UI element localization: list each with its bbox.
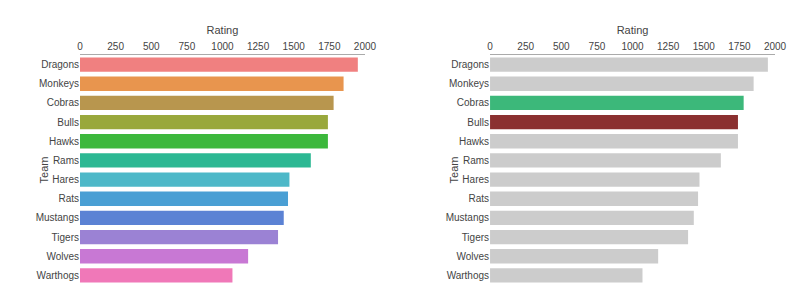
svg-text:Dragons: Dragons [451, 59, 489, 70]
svg-text:Monkeys: Monkeys [39, 78, 79, 89]
svg-text:Warthogs: Warthogs [37, 270, 79, 281]
svg-text:1250: 1250 [247, 41, 270, 52]
svg-text:Wolves: Wolves [456, 251, 489, 262]
svg-text:Rams: Rams [463, 155, 489, 166]
svg-text:1250: 1250 [657, 41, 680, 52]
svg-text:Wolves: Wolves [46, 251, 79, 262]
svg-text:1500: 1500 [283, 41, 306, 52]
svg-text:Hares: Hares [462, 174, 489, 185]
svg-text:250: 250 [107, 41, 124, 52]
svg-text:0: 0 [77, 41, 83, 52]
svg-text:0: 0 [487, 41, 493, 52]
svg-text:1750: 1750 [728, 41, 751, 52]
svg-text:Cobras: Cobras [47, 97, 79, 108]
svg-text:Hawks: Hawks [459, 136, 489, 147]
svg-text:Cobras: Cobras [457, 97, 489, 108]
svg-text:1500: 1500 [693, 41, 716, 52]
svg-text:Rating: Rating [207, 24, 239, 36]
svg-text:Team: Team [38, 157, 50, 184]
svg-text:Monkeys: Monkeys [449, 78, 489, 89]
svg-text:Mustangs: Mustangs [446, 212, 489, 223]
svg-text:1000: 1000 [621, 41, 644, 52]
svg-text:Rams: Rams [53, 155, 79, 166]
svg-text:Rats: Rats [58, 193, 79, 204]
svg-text:500: 500 [143, 41, 160, 52]
svg-text:2000: 2000 [764, 41, 787, 52]
svg-text:Rating: Rating [617, 24, 649, 36]
svg-text:250: 250 [517, 41, 534, 52]
svg-text:Bulls: Bulls [57, 117, 79, 128]
svg-text:2000: 2000 [354, 41, 377, 52]
svg-text:Mustangs: Mustangs [36, 212, 79, 223]
svg-text:Team: Team [448, 157, 460, 184]
svg-text:1000: 1000 [211, 41, 234, 52]
svg-text:Tigers: Tigers [52, 232, 79, 243]
svg-text:Dragons: Dragons [41, 59, 79, 70]
svg-text:Rats: Rats [468, 193, 489, 204]
svg-text:1750: 1750 [318, 41, 341, 52]
svg-text:Bulls: Bulls [467, 117, 489, 128]
svg-text:750: 750 [589, 41, 606, 52]
svg-text:Hawks: Hawks [49, 136, 79, 147]
svg-text:500: 500 [553, 41, 570, 52]
svg-text:Warthogs: Warthogs [447, 270, 489, 281]
svg-text:Hares: Hares [52, 174, 79, 185]
svg-text:Tigers: Tigers [462, 232, 489, 243]
svg-text:750: 750 [179, 41, 196, 52]
